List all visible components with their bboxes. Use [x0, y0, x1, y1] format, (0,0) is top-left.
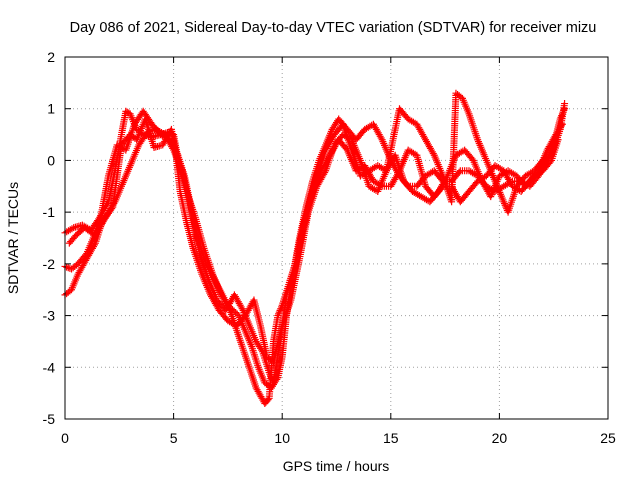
x-tick-label: 20: [492, 430, 508, 446]
x-tick-label: 5: [170, 430, 178, 446]
data-point: [225, 305, 233, 313]
data-point: [501, 201, 509, 209]
x-axis-label: GPS time / hours: [283, 458, 390, 474]
y-tick-label: -5: [43, 411, 56, 427]
data-point: [442, 174, 450, 182]
x-tick-label: 0: [61, 430, 69, 446]
data-point: [561, 100, 569, 108]
plot-frame: [64, 56, 609, 420]
y-tick-label: -2: [43, 256, 56, 272]
data-point: [264, 396, 272, 404]
data-point: [277, 303, 285, 311]
data-point: [108, 205, 116, 213]
data-point: [275, 310, 283, 318]
grid-lines: [65, 57, 608, 419]
data-point: [238, 305, 246, 313]
data-point: [276, 306, 284, 314]
data-point: [277, 305, 285, 313]
data-point: [258, 346, 266, 354]
data-point: [500, 198, 508, 206]
data-point: [455, 168, 463, 176]
x-tick-label: 25: [600, 430, 616, 446]
data-point: [546, 158, 554, 166]
y-tick-label: 1: [47, 101, 55, 117]
data-series: [65, 115, 562, 366]
y-tick-label: -4: [43, 359, 56, 375]
x-tick-label: 10: [274, 430, 290, 446]
data-point: [321, 168, 329, 176]
y-tick-label: 0: [47, 152, 55, 168]
data-points: [61, 89, 569, 407]
data-point: [500, 200, 508, 208]
x-tick-label: 15: [383, 430, 399, 446]
data-point: [274, 312, 282, 320]
data-point: [429, 150, 437, 158]
y-tick-label: 2: [47, 49, 55, 65]
y-axis-label: SDTVAR / TECUs: [5, 182, 21, 294]
data-point: [63, 263, 71, 271]
data-point: [554, 136, 562, 144]
data-point: [377, 134, 385, 142]
y-tick-label: -3: [43, 308, 56, 324]
data-point: [66, 264, 74, 272]
y-tick-label: -1: [43, 204, 56, 220]
data-point: [275, 308, 283, 316]
chart-title: Day 086 of 2021, Sidereal Day-to-day VTE…: [70, 20, 597, 36]
